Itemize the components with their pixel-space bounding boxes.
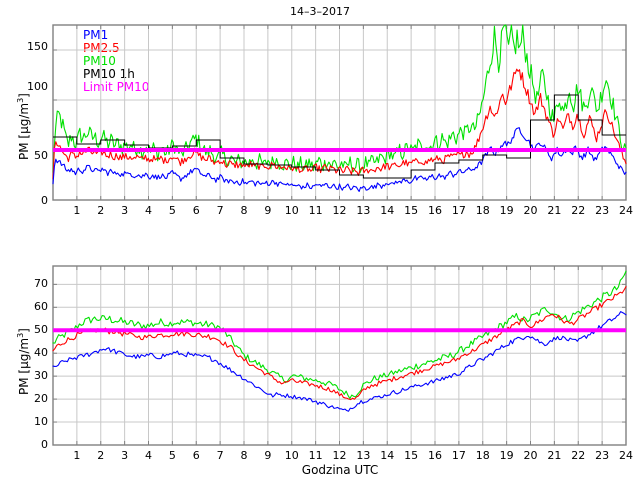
legend-item-pm25: PM2.5 xyxy=(83,41,120,55)
xtick-label: 4 xyxy=(145,204,152,217)
xtick-label: 7 xyxy=(217,204,224,217)
xtick-label: 13 xyxy=(356,449,370,462)
xtick-label: 19 xyxy=(500,449,514,462)
xtick-label: 22 xyxy=(571,204,585,217)
xtick-label: 12 xyxy=(333,204,347,217)
bottom-chart-panel: PM [µg/m3] Godzina UTC 1 2 3 4 5 6 7 8 9 10 11 12 13… xyxy=(0,250,640,480)
xtick-label: 11 xyxy=(309,204,323,217)
xtick-label: 18 xyxy=(476,449,490,462)
bottom-chart-plot: 1 2 3 4 5 6 7 8 9 10 11 12 13 14 15 16 17 18 19 20 21 22 23 24 xyxy=(52,265,633,462)
legend-item-pm10: PM10 xyxy=(83,54,116,68)
xtick-label: 2 xyxy=(97,449,104,462)
bottom-ytick-20: 20 xyxy=(34,392,48,406)
xtick-label: 14 xyxy=(380,449,394,462)
top-ytick-150: 150 xyxy=(27,40,48,53)
bottom-ytick-50: 50 xyxy=(34,323,48,337)
xtick-label: 21 xyxy=(547,449,561,462)
xtick-label: 11 xyxy=(309,449,323,462)
xtick-label: 24 xyxy=(619,204,633,217)
xtick-label: 16 xyxy=(428,449,442,462)
bottom-ytick-10: 10 xyxy=(34,415,48,429)
bottom-ytick-30: 30 xyxy=(34,369,48,383)
top-chart-panel: 14–3–2017 PM [µg/m3] 150 100 50 0 PM1 PM… xyxy=(0,0,640,230)
xtick-label: 10 xyxy=(285,204,299,217)
xtick-label: 13 xyxy=(356,204,370,217)
xtick-label: 1 xyxy=(73,449,80,462)
bottom-ytick-40: 40 xyxy=(34,346,48,360)
xtick-label: 9 xyxy=(264,449,271,462)
xtick-label: 12 xyxy=(333,449,347,462)
xtick-label: 6 xyxy=(193,449,200,462)
xtick-label: 18 xyxy=(476,204,490,217)
xtick-label: 4 xyxy=(145,449,152,462)
legend-item-pm10-1h: PM10 1h xyxy=(83,67,135,81)
bottom-ytick-70: 70 xyxy=(34,277,48,291)
bottom-ytick-60: 60 xyxy=(34,300,48,314)
xtick-label: 7 xyxy=(217,449,224,462)
xtick-label: 10 xyxy=(285,449,299,462)
chart-title: 14–3–2017 xyxy=(290,5,350,18)
xtick-label: 15 xyxy=(404,449,418,462)
xtick-label: 8 xyxy=(241,449,248,462)
xtick-label: 8 xyxy=(241,204,248,217)
legend-item-limit-pm10: Limit PM10 xyxy=(83,80,150,94)
x-axis-label: Godzina UTC xyxy=(301,463,379,477)
top-chart-legend: PM1 PM2.5 PM10 PM10 1h Limit PM10 xyxy=(83,29,149,94)
xtick-label: 22 xyxy=(571,449,585,462)
xtick-label: 19 xyxy=(500,204,514,217)
top-ytick-100: 100 xyxy=(27,80,48,93)
xtick-label: 23 xyxy=(595,449,609,462)
xtick-label: 20 xyxy=(524,449,538,462)
xtick-label: 2 xyxy=(97,204,104,217)
xtick-label: 21 xyxy=(547,204,561,217)
xtick-label: 17 xyxy=(452,204,466,217)
xtick-label: 5 xyxy=(169,449,176,462)
xtick-label: 6 xyxy=(193,204,200,217)
bottom-ytick-0: 0 xyxy=(41,438,48,451)
xtick-label: 17 xyxy=(452,449,466,462)
top-ytick-50: 50 xyxy=(34,149,48,162)
xtick-label: 3 xyxy=(121,449,128,462)
xtick-label: 16 xyxy=(428,204,442,217)
xtick-label: 3 xyxy=(121,204,128,217)
xtick-label: 23 xyxy=(595,204,609,217)
legend-item-pm1: PM1 xyxy=(83,28,109,42)
xtick-label: 14 xyxy=(380,204,394,217)
xtick-label: 24 xyxy=(619,449,633,462)
xtick-label: 20 xyxy=(524,204,538,217)
top-chart-plot: 1 2 3 4 5 6 7 8 9 10 11 12 13 14 15 16 17 18 19 20 21 22 23 24 xyxy=(52,24,633,217)
xtick-label: 1 xyxy=(73,204,80,217)
xtick-label: 9 xyxy=(264,204,271,217)
top-ytick-0: 0 xyxy=(41,194,48,207)
xtick-label: 5 xyxy=(169,204,176,217)
xtick-label: 15 xyxy=(404,204,418,217)
